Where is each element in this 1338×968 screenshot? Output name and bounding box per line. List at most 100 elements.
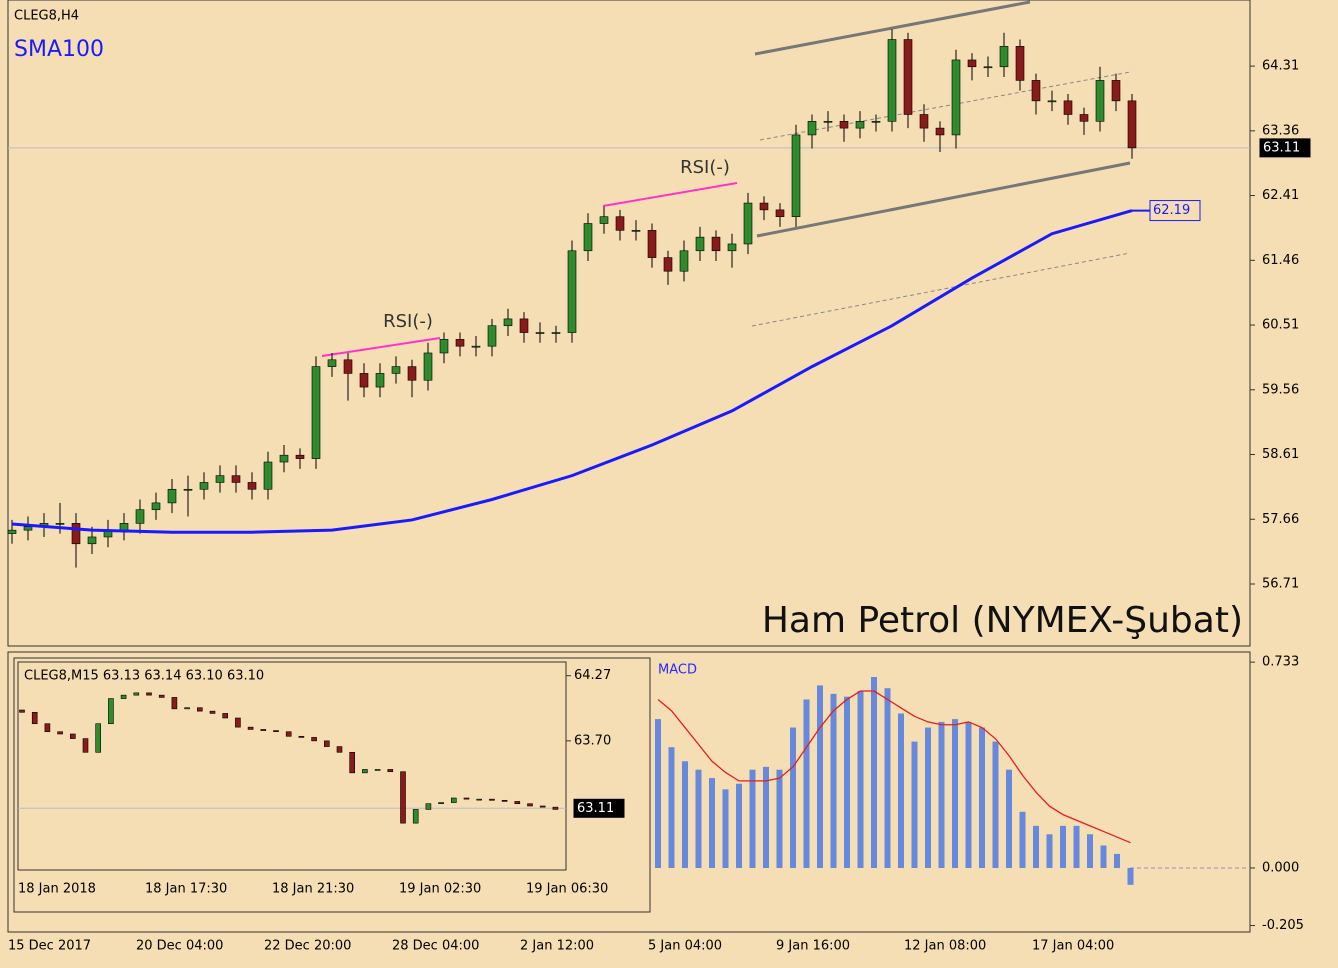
candle-body	[263, 461, 273, 490]
candle-body	[108, 698, 114, 725]
candle-body	[455, 339, 465, 347]
candle-body	[171, 697, 178, 710]
candle-body	[1095, 80, 1105, 122]
macd-bar	[884, 688, 891, 868]
candle-body	[695, 236, 705, 252]
candle-body	[184, 707, 190, 710]
y-tick-label: 64.31	[1262, 59, 1299, 74]
inset-frame	[13, 657, 651, 913]
candle-body	[260, 729, 267, 731]
macd-bar	[830, 693, 837, 868]
candle-body	[503, 318, 513, 327]
main-panel	[7, 0, 1251, 647]
candle-body	[871, 120, 881, 123]
candle-body	[425, 803, 432, 810]
macd-bar	[1006, 769, 1012, 868]
candle-body	[55, 523, 65, 525]
macd-bar	[682, 761, 688, 868]
candle-body	[19, 709, 25, 713]
x-tick-label: 19 Jan 02:30	[399, 882, 481, 897]
x-tick-label: 12 Jan 08:00	[904, 939, 986, 954]
candle-body	[387, 769, 394, 773]
candle-body	[983, 66, 993, 69]
channel-lower	[756, 161, 1131, 238]
macd-bar	[871, 676, 877, 868]
chart-title: CLEG8,H4	[14, 9, 79, 24]
candle-body	[23, 526, 33, 531]
channel-upper	[754, 0, 1031, 56]
candle-body	[489, 798, 495, 801]
candle-body	[235, 717, 241, 728]
candle-body	[583, 223, 593, 252]
candle-body	[31, 711, 38, 725]
indicator-label: SMA100	[14, 37, 104, 62]
y-tick-label: 56.71	[1262, 576, 1299, 591]
candle-body	[663, 257, 673, 272]
macd-title: MACD	[658, 663, 697, 678]
macd-bar	[1100, 845, 1107, 868]
macd-bar	[776, 769, 783, 868]
candle-body	[336, 746, 343, 753]
candle-body	[791, 134, 801, 217]
price-tag-label: 63.11	[1263, 140, 1300, 155]
candle-body	[285, 731, 292, 737]
candle-body	[199, 482, 209, 490]
macd-bar	[844, 696, 850, 868]
candle-body	[615, 216, 625, 231]
macd-bar	[1127, 867, 1134, 885]
candle-body	[375, 373, 385, 388]
inset-title: CLEG8,M15 63.13 63.14 63.10 63.10	[24, 669, 264, 684]
candle-body	[222, 713, 228, 719]
macd-bar	[857, 691, 864, 868]
candle-body	[539, 805, 546, 808]
candle-body	[298, 735, 305, 738]
macd-bar	[911, 741, 918, 868]
candle-body	[471, 345, 481, 348]
x-tick-label: 5 Jan 04:00	[648, 939, 722, 954]
y-tick-label: 63.70	[574, 733, 611, 748]
candle-body	[501, 799, 508, 802]
candle-body	[935, 127, 945, 136]
candle-body	[349, 751, 356, 774]
candle-body	[197, 707, 203, 712]
candle-body	[183, 488, 193, 491]
candle-body	[1127, 100, 1137, 149]
candle-body	[463, 797, 470, 800]
macd-bar	[952, 719, 958, 868]
inset-plot	[17, 661, 567, 871]
candle-body	[400, 771, 406, 824]
candle-body	[967, 59, 977, 68]
macd-bar	[763, 766, 769, 868]
x-tick-label: 20 Dec 04:00	[136, 939, 223, 954]
macd-panel	[7, 651, 1251, 933]
candle-body	[1047, 100, 1057, 103]
price-tag	[573, 798, 625, 818]
candle-body	[135, 509, 145, 524]
candle-body	[450, 797, 457, 803]
candle-body	[823, 120, 833, 123]
macd-bar	[1087, 834, 1093, 868]
annotation: Ham Petrol (NYMEX-Şubat)	[762, 600, 1243, 641]
macd-bar	[1073, 825, 1080, 868]
candle-body	[71, 523, 81, 545]
macd-bar	[1114, 853, 1120, 868]
macd-bar	[709, 778, 715, 868]
macd-bar	[803, 699, 810, 868]
candle-body	[599, 216, 609, 224]
candle-body	[527, 803, 533, 807]
candle-body	[759, 202, 769, 211]
macd-bar	[695, 769, 702, 868]
candle-body	[631, 230, 641, 232]
x-tick-label: 15 Dec 2017	[8, 939, 91, 954]
macd-bar	[979, 727, 985, 868]
macd-bar	[655, 719, 661, 868]
candle-body	[999, 46, 1009, 68]
macd-bar	[925, 727, 931, 868]
macd-bar	[1060, 825, 1066, 868]
candle-body	[362, 769, 368, 774]
candle-body	[374, 769, 381, 771]
y-tick-label: 0.000	[1262, 860, 1299, 875]
candle-body	[743, 202, 753, 245]
candle-body	[231, 475, 241, 483]
